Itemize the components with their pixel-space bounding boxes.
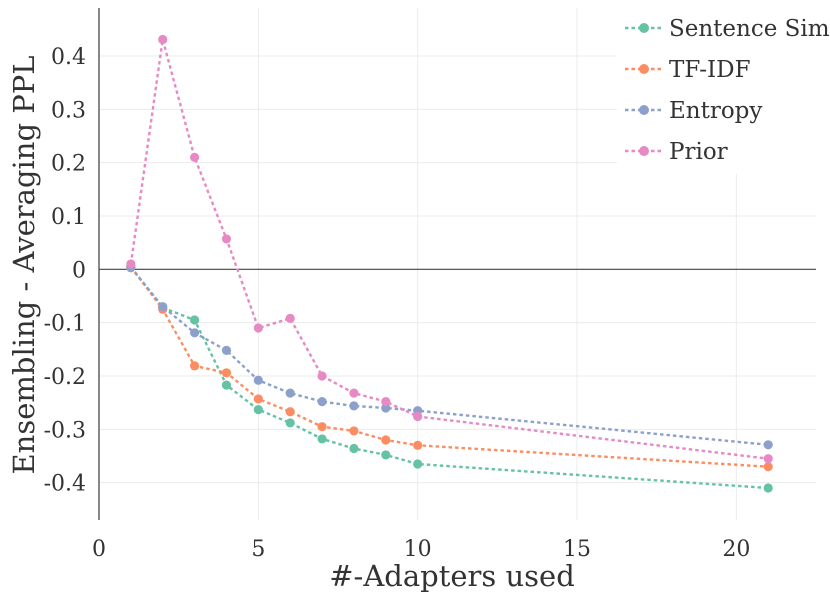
data-point (253, 394, 263, 404)
series-line (129, 39, 769, 460)
x-tick-label: 15 (563, 537, 591, 562)
y-tick-label: -0.4 (44, 472, 86, 497)
data-point (381, 450, 391, 460)
data-point (763, 454, 773, 464)
data-point (285, 388, 295, 398)
data-point (317, 434, 327, 444)
legend-marker (639, 64, 649, 74)
data-point (126, 259, 136, 269)
x-axis-title: #-Adapters used (329, 559, 575, 593)
data-point (349, 401, 359, 411)
y-axis-title: Ensembling - Averaging PPL (7, 55, 41, 474)
y-tick-label: 0.4 (51, 45, 86, 70)
x-tick-label: 0 (92, 537, 106, 562)
legend-label: Sentence Sim (669, 16, 830, 42)
data-point (349, 443, 359, 454)
data-point (413, 459, 423, 469)
data-point (317, 371, 327, 381)
x-tick-label: 20 (722, 537, 750, 562)
x-tick-label: 5 (251, 537, 265, 562)
data-point (413, 411, 423, 422)
data-point (221, 234, 232, 244)
legend-item: Entropy (625, 98, 762, 124)
data-point (763, 440, 773, 450)
series-sentence-sim (126, 262, 773, 493)
data-point (190, 152, 200, 162)
series-line (129, 265, 769, 468)
y-tick-label: 0 (72, 258, 86, 283)
data-point (253, 375, 263, 385)
legend-label: Entropy (669, 98, 762, 124)
y-tick-label: 0.1 (51, 205, 86, 230)
series-entropy (126, 263, 773, 450)
legend-marker (639, 105, 649, 115)
data-point (317, 397, 327, 407)
data-point (253, 323, 263, 333)
legend-label: TF-IDF (669, 57, 751, 83)
data-point (413, 440, 423, 450)
x-tick-label: 10 (404, 537, 432, 562)
legend-item: TF-IDF (625, 57, 751, 83)
legend-item: Sentence Sim (625, 16, 830, 42)
data-point (221, 368, 232, 378)
data-point (158, 34, 168, 45)
data-point (253, 405, 263, 415)
legend: Sentence Sim TF-IDF Entropy Prior (617, 2, 830, 174)
data-point (763, 483, 773, 493)
series-tf-idf (126, 262, 773, 472)
data-point (285, 313, 295, 323)
data-point (349, 426, 359, 436)
data-point (381, 397, 391, 407)
data-point (158, 302, 168, 312)
data-point (285, 418, 295, 428)
y-tick-label: -0.1 (44, 312, 86, 337)
data-point (381, 435, 391, 445)
legend-item: Prior (625, 139, 728, 165)
data-point (221, 380, 232, 390)
data-point (190, 328, 200, 338)
axes: 0 5 10 15 20 -0.4 -0.3 -0.2 -0.1 0 0.1 0.2 0.3 0.4 (44, 8, 750, 562)
y-tick-label: -0.2 (44, 365, 86, 390)
data-point (317, 422, 327, 432)
legend-background (617, 2, 830, 174)
data-point (190, 361, 200, 371)
legend-label: Prior (669, 139, 728, 165)
legend-marker (639, 146, 649, 156)
data-point (221, 345, 232, 355)
data-point (381, 403, 391, 413)
series-group (126, 34, 773, 493)
y-tick-label: -0.3 (44, 418, 86, 443)
data-point (285, 407, 295, 417)
data-point (190, 315, 200, 325)
legend-marker (639, 23, 649, 33)
series-line (129, 266, 769, 446)
data-point (349, 388, 359, 398)
y-tick-label: 0.2 (51, 152, 86, 177)
series-line (129, 265, 769, 490)
y-tick-label: 0.3 (51, 98, 86, 123)
series-prior (126, 34, 773, 464)
data-point (763, 462, 773, 472)
